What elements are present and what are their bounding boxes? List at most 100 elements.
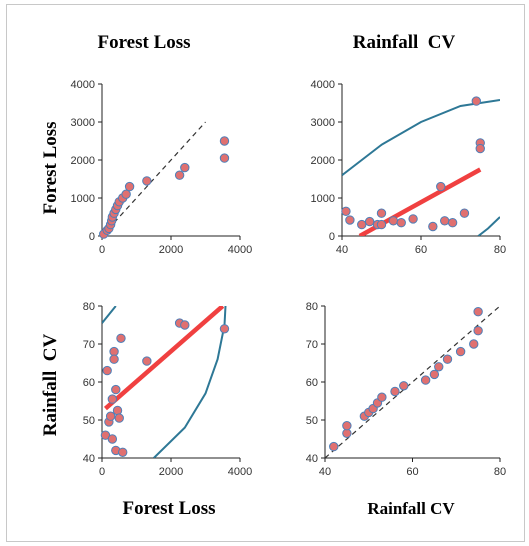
data-point — [111, 384, 121, 395]
data-point — [473, 307, 483, 317]
data-point — [219, 136, 230, 146]
data-point — [107, 434, 118, 444]
x-tick-label: 2000 — [159, 466, 183, 478]
data-point — [107, 394, 118, 404]
y-tick-label: 4000 — [71, 79, 95, 91]
y-tick-label: 60 — [83, 377, 95, 389]
data-point — [399, 381, 409, 391]
data-point — [357, 219, 367, 230]
identity-line — [325, 306, 500, 458]
data-point — [116, 333, 126, 343]
col-title-forest-loss: Forest Loss — [97, 32, 190, 53]
data-point — [469, 339, 479, 349]
data-point — [142, 176, 152, 186]
y-tick-label: 80 — [306, 301, 318, 313]
data-point — [436, 181, 446, 192]
row-title-forest-loss: Forest Loss — [40, 121, 61, 214]
x-tick-label: 80 — [494, 466, 506, 478]
panel-rainfall_vs_rainfall: 40 50 60 70 80 40 60 80 — [306, 301, 506, 478]
confidence-curve-lower — [153, 306, 227, 458]
y-tick-label: 40 — [306, 453, 318, 465]
data-point — [124, 181, 135, 192]
data-point — [109, 354, 119, 364]
y-tick-label: 50 — [306, 415, 318, 427]
row-title-rainfall-cv: Rainfall CV — [40, 334, 61, 437]
data-point — [388, 216, 399, 226]
panel-rainfall_vs_forest: 40 50 60 70 80 0 2000 4000 — [83, 301, 252, 478]
x-tick-label: 40 — [336, 244, 348, 256]
data-point — [121, 189, 131, 199]
data-point — [329, 441, 339, 452]
data-point — [390, 386, 400, 397]
y-tick-label: 2000 — [71, 155, 95, 167]
data-point — [473, 326, 483, 336]
y-tick-label: 4000 — [311, 79, 335, 91]
x-tick-label: 80 — [494, 244, 506, 256]
plot-area — [325, 306, 500, 458]
y-tick-label: 1000 — [311, 193, 335, 205]
y-tick-label: 0 — [89, 231, 95, 243]
data-point — [455, 346, 466, 357]
x-tick-label: 2000 — [159, 244, 183, 256]
plot-area — [102, 121, 206, 236]
data-point — [142, 356, 152, 366]
plot-area — [102, 306, 227, 458]
data-point — [180, 320, 190, 330]
data-point — [118, 447, 128, 457]
data-point — [459, 208, 470, 218]
data-point — [376, 219, 387, 230]
data-point — [342, 421, 352, 431]
regression-line — [103, 306, 225, 411]
data-point — [434, 362, 444, 372]
x-tick-label: 60 — [406, 466, 418, 478]
data-point — [428, 221, 438, 232]
data-point — [420, 375, 431, 385]
data-point — [114, 413, 124, 423]
data-point — [364, 216, 375, 227]
data-point — [180, 162, 190, 173]
x-tick-label: 40 — [319, 466, 331, 478]
data-point — [408, 214, 418, 224]
data-point — [112, 405, 123, 416]
y-tick-label: 3000 — [311, 117, 335, 129]
y-tick-label: 40 — [83, 453, 95, 465]
x-tick-label: 4000 — [228, 244, 252, 256]
x-tick-label: 4000 — [228, 466, 252, 478]
data-point — [341, 206, 351, 217]
panel-forest_vs_forest: 0 1000 2000 3000 4000 0 2000 4000 — [71, 79, 253, 256]
confidence-curve-upper — [102, 306, 117, 324]
y-tick-label: 1000 — [71, 193, 95, 205]
x-tick-label: 0 — [99, 466, 105, 478]
y-tick-label: 2000 — [311, 155, 335, 167]
data-point — [447, 218, 458, 228]
panel-forest_vs_rainfall: 0 1000 2000 3000 4000 40 60 80 — [311, 79, 507, 256]
data-point — [219, 153, 230, 163]
data-point — [376, 208, 387, 218]
chart-frame — [6, 4, 525, 542]
x-tick-label: 60 — [415, 244, 427, 256]
data-point — [475, 143, 485, 154]
confidence-curve-upper — [342, 99, 500, 176]
bottom-label-forest-loss: Forest Loss — [122, 498, 215, 519]
data-point — [174, 170, 185, 180]
data-point — [442, 354, 453, 364]
y-tick-label: 60 — [306, 377, 318, 389]
data-point — [105, 411, 116, 421]
data-point — [102, 365, 112, 376]
col-title-rainfall-cv: Rainfall CV — [353, 32, 456, 53]
y-tick-label: 80 — [83, 301, 95, 313]
y-tick-label: 70 — [83, 339, 95, 351]
y-tick-label: 50 — [83, 415, 95, 427]
data-point — [429, 369, 440, 380]
plot-area — [342, 99, 500, 236]
data-point — [471, 96, 481, 106]
identity-line — [102, 121, 206, 236]
data-point — [396, 218, 406, 228]
data-point — [377, 392, 387, 402]
x-tick-label: 0 — [99, 244, 105, 256]
confidence-curve-lower — [477, 216, 500, 236]
bottom-label-rainfall-cv: Rainfall CV — [367, 499, 455, 518]
data-point — [345, 215, 355, 225]
data-point — [440, 216, 450, 226]
